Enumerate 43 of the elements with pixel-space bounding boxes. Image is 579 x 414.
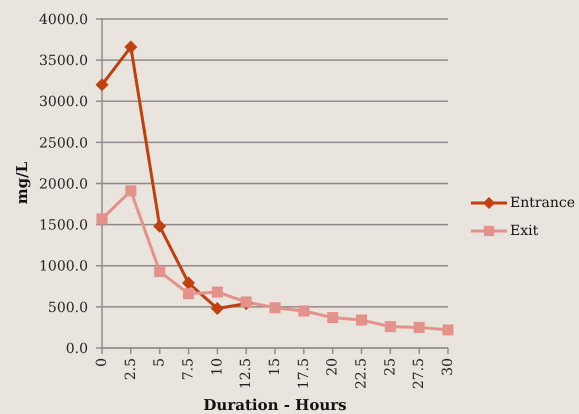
point (153, 220, 166, 233)
x-tick-label: 25 (382, 358, 398, 376)
point (212, 286, 223, 298)
point (298, 305, 310, 317)
y-tick-label: 2000.0 (39, 176, 88, 192)
y-tick-label: 1500.0 (39, 218, 88, 234)
point (327, 312, 338, 324)
x-tick-label: 2.5 (122, 358, 139, 380)
point (210, 302, 224, 316)
x-tick-label: 20 (324, 358, 341, 376)
x-tick-label: 22.5 (354, 358, 370, 390)
legend-label: Exit (510, 223, 538, 239)
point (356, 314, 368, 326)
x-tick-label: 7.5 (180, 358, 196, 380)
point (125, 185, 136, 196)
point (384, 321, 396, 332)
x-tick-label: 30 (440, 358, 456, 376)
point (414, 322, 425, 333)
y-tick-label: 3500.0 (39, 53, 88, 70)
point (124, 40, 138, 54)
y-axis-title: mg/L (13, 162, 31, 204)
y-tick-label: 4000.0 (39, 12, 88, 28)
point (96, 78, 108, 92)
y-tick-label: 1000.0 (39, 258, 88, 275)
x-axis-title: Duration - Hours (203, 396, 347, 414)
point (182, 276, 195, 290)
point (269, 302, 281, 314)
point (154, 266, 166, 278)
x-tick-label: 17.5 (296, 358, 312, 390)
y-tick-label: 2500.0 (39, 135, 88, 152)
y-tick-label: 3000.0 (39, 94, 88, 110)
point (182, 288, 194, 300)
x-tick-label: 27.5 (411, 358, 428, 390)
point (240, 296, 252, 308)
y-tick-label: 500.0 (48, 300, 88, 316)
x-tick-label: 10 (209, 358, 226, 376)
point (442, 324, 454, 336)
y-tick-label: 0.0 (66, 340, 88, 357)
x-tick-label: 15 (267, 358, 283, 376)
x-tick-label: 12.5 (238, 358, 254, 390)
x-tick-label: 0 (94, 358, 110, 367)
x-tick-label: 5 (152, 358, 168, 367)
legend-label: Entrance (510, 195, 576, 211)
